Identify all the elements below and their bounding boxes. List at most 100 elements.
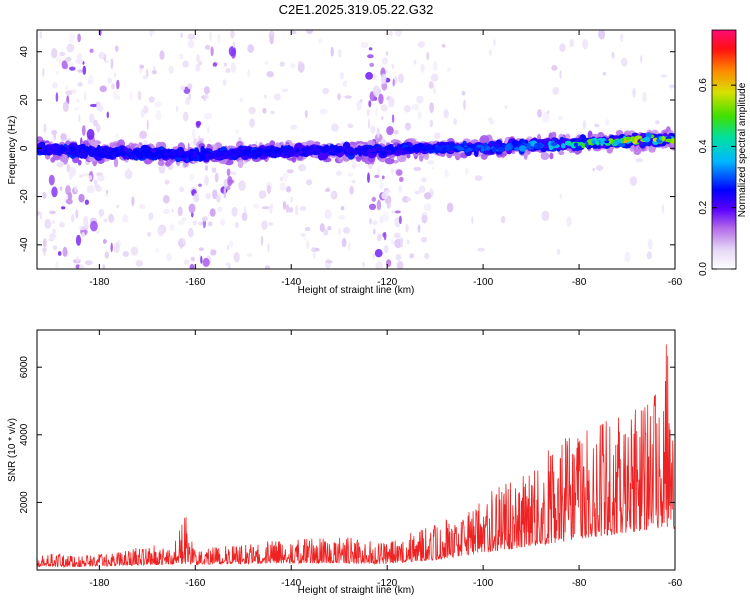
spectrogram-noise-blob — [78, 114, 81, 123]
spectrogram-noise-blob — [106, 111, 110, 119]
spectrogram-noise-blob — [399, 176, 404, 183]
spectrogram-noise-blob — [86, 128, 95, 140]
snr-series-line — [37, 344, 675, 569]
spectrogram-noise-blob — [82, 173, 90, 177]
spectrogram-noise-blob — [239, 98, 244, 103]
spectrogram-noise-blob — [126, 167, 131, 175]
spectrogram-ridge-hotspot — [43, 148, 48, 155]
spectrogram-noise-blob — [139, 204, 146, 210]
spectrogram-noise-blob — [204, 175, 209, 187]
spectrogram-ridge-blob — [523, 150, 528, 160]
spectrogram-noise-blob — [93, 179, 98, 185]
spectrogram-noise-blob — [201, 216, 208, 222]
spectrogram-noise-blob — [268, 222, 274, 226]
spectrogram-ridge-hotspot — [491, 147, 497, 153]
spectrogram-noise-blob — [421, 212, 428, 216]
spectrogram-noise-blob — [344, 95, 352, 99]
spectrogram-noise-blob — [282, 172, 289, 179]
spectrogram-ridge-hotspot — [94, 149, 99, 155]
spectrogram-ridge-hotspot — [346, 148, 352, 153]
spectrogram-noise-blob — [399, 237, 404, 248]
spectrogram-noise-blob — [463, 99, 466, 111]
spectrogram-noise-blob — [137, 90, 142, 101]
spectrogram-noise-blob — [569, 39, 574, 48]
spectrogram-noise-blob — [207, 212, 210, 217]
spectrogram-noise-blob — [424, 252, 430, 260]
spectrogram-noise-blob — [660, 74, 668, 78]
spectrogram-noise-blob — [279, 182, 286, 192]
spectrogram-noise-blob — [253, 203, 260, 209]
spectrogram-noise-blob — [94, 183, 100, 188]
spectrogram-noise-blob — [44, 218, 52, 229]
spectrogram-noise-blob — [444, 169, 449, 177]
spectrogram-noise-blob — [155, 110, 162, 121]
spectrogram-noise-blob — [149, 30, 155, 36]
spectrogram-noise-blob — [420, 63, 425, 73]
colorbar-label: Normalized spectral amplitude — [737, 82, 748, 217]
spectrogram-noise-blob — [474, 175, 483, 181]
spectrogram-ridge-hotspot — [143, 148, 147, 151]
spectrogram-noise-blob — [288, 207, 294, 213]
spectrogram-ridge-hotspot — [414, 145, 421, 152]
spectrogram-noise-blob — [195, 120, 202, 127]
spectrogram-noise-blob — [453, 118, 458, 126]
spectrogram-noise-blob — [374, 174, 380, 179]
spectrogram-noise-blob — [423, 203, 432, 212]
spectrogram-ridge-hotspot — [384, 148, 389, 153]
snr-y-tick-label: 4000 — [19, 423, 30, 446]
spectrogram-noise-blob — [59, 186, 63, 191]
spectrogram-noise-blob — [493, 39, 496, 46]
spectrogram-ridge-hotspot — [188, 157, 194, 162]
spectrogram-noise-blob — [142, 75, 148, 80]
spectrogram-noise-blob — [285, 204, 290, 213]
spectrogram-noise-blob — [75, 107, 78, 111]
spectrogram-noise-blob — [279, 176, 284, 182]
spectrogram-noise-blob — [269, 36, 274, 45]
spectrogram-noise-blob — [116, 79, 120, 90]
spectrogram-ridge-hotspot — [295, 147, 299, 153]
spectrogram-ridge-hotspot — [278, 151, 282, 157]
spectrogram-noise-blob — [52, 82, 58, 89]
spectrogram-ridge-hotspot — [518, 145, 527, 152]
spectrogram-ridge-blob — [384, 157, 395, 165]
spectrogram-noise-blob — [337, 48, 342, 58]
spectrogram-ridge-hotspot — [60, 147, 65, 152]
spectrogram-noise-blob — [178, 53, 184, 60]
spectrogram-noise-blob — [312, 251, 316, 259]
spectrogram-panel: -180 -160 -140 -120 -100 -80 -60 -40 -20 0 20 40 H… — [7, 29, 683, 296]
spectrogram-ridge-hotspot — [83, 148, 87, 155]
spectrogram-noise-blob — [247, 44, 254, 54]
spectrogram-noise-blob — [380, 104, 388, 112]
spectrogram-noise-blob — [198, 247, 204, 251]
spectrogram-x-tick-label: -80 — [572, 277, 587, 288]
spectrogram-noise-blob — [93, 119, 98, 127]
spectrogram-noise-blob — [301, 166, 307, 171]
spectrogram-noise-blob — [382, 211, 390, 223]
spectrogram-noise-blob — [180, 32, 184, 39]
spectrogram-noise-blob — [387, 96, 395, 108]
spectrogram-noise-blob — [290, 196, 293, 203]
spectrogram-noise-blob — [376, 127, 380, 138]
spectrogram-noise-blob — [74, 185, 78, 193]
spectrogram-ridge-hotspot — [380, 150, 386, 156]
spectrogram-noise-blob — [163, 194, 170, 204]
spectrogram-noise-blob — [148, 212, 154, 221]
spectrogram-noise-blob — [39, 31, 43, 39]
chart-title: C2E1.2025.319.05.22.G32 — [279, 2, 434, 17]
spectrogram-noise-blob — [388, 30, 394, 37]
spectrogram-x-tick-label: -60 — [668, 277, 683, 288]
spectrogram-ridge-hotspot — [550, 142, 558, 147]
spectrogram-ridge-hotspot — [514, 147, 520, 151]
spectrogram-noise-blob — [541, 210, 550, 222]
spectrogram-ridge-hotspot — [334, 149, 339, 154]
spectrogram-noise-blob — [477, 247, 486, 252]
spectrogram-noise-blob — [646, 251, 653, 260]
spectrogram-noise-blob — [114, 133, 119, 139]
spectrogram-noise-blob — [39, 211, 43, 220]
spectrogram-noise-blob — [96, 123, 101, 133]
spectrogram-noise-blob — [306, 30, 313, 35]
spectrogram-ridge-hotspot — [387, 150, 391, 153]
spectrogram-noise-blob — [611, 51, 615, 59]
spectrogram-noise-blob — [461, 90, 466, 96]
spectrogram-noise-blob — [97, 175, 105, 182]
